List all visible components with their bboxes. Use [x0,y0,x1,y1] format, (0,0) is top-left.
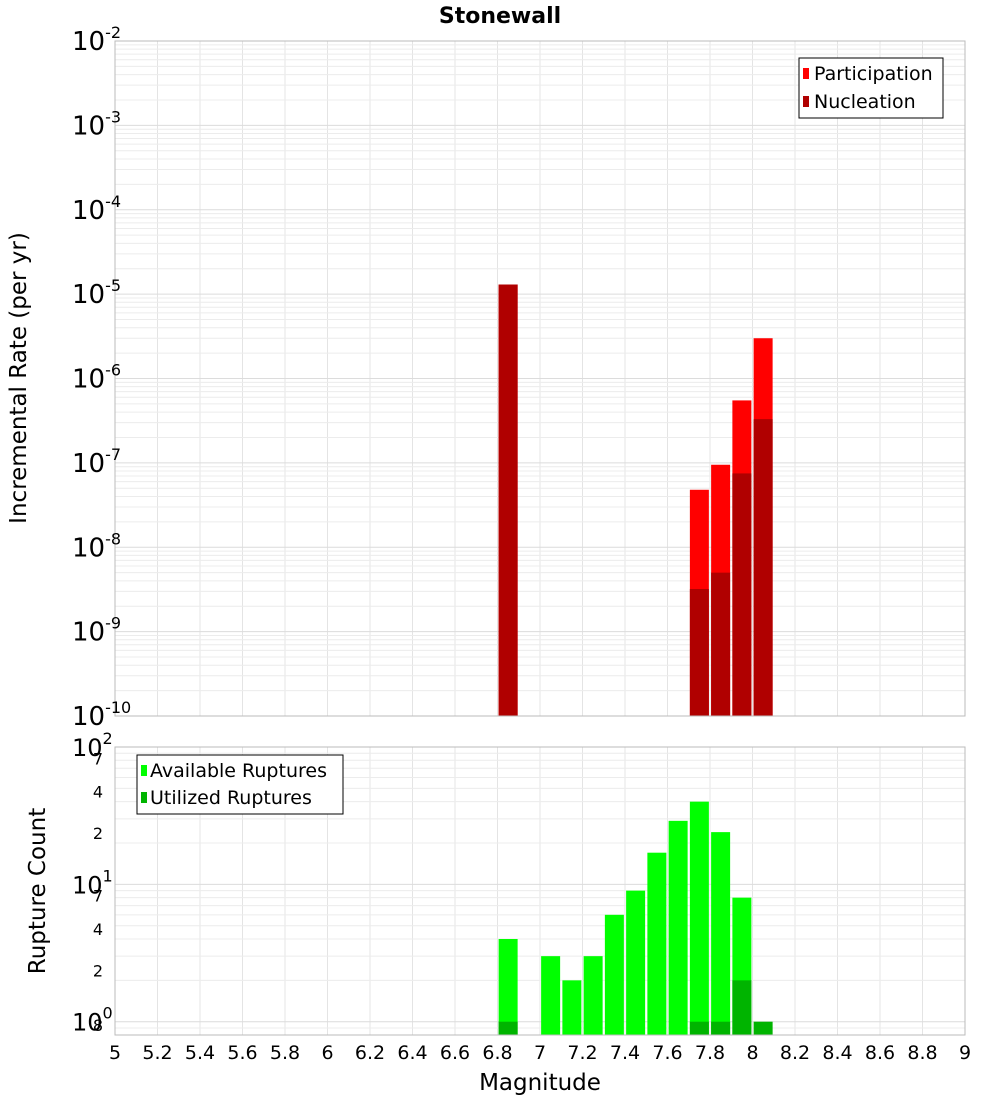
bottom-y-axis-label: Rupture Count [25,808,51,974]
x-tick-label: 7 [534,1042,546,1064]
x-tick-label: 8.6 [865,1042,895,1064]
bar-utilized-ruptures [753,1021,773,1035]
top-plot-frame [114,40,966,717]
legend-label-utilized: Utilized Ruptures [150,787,312,809]
bar-available-ruptures [562,980,582,1035]
x-tick-label: 8.4 [822,1042,852,1064]
bar-available-ruptures [668,820,688,1035]
x-tick-labels: 5 5.2 5.4 5.6 5.8 6 6.2 6.4 6.6 6.8 7 7.2 7.4 7.6 7.8 8… [109,1042,971,1064]
x-tick-label: 9 [959,1042,971,1064]
top-y-tick-labels: 10-2 10-3 10-4 10-5 10-6 10-7 10-8 10-9 10-10 [72,23,131,732]
bottom-y-tick-label: 7 [93,887,103,906]
top-bars [498,284,773,716]
bar-utilized-ruptures [711,1021,731,1035]
bottom-y-tick-label: 8 [93,1016,103,1035]
bar-utilized-ruptures [689,1021,709,1035]
x-tick-label: 5.8 [270,1042,300,1064]
bar-nucleation [732,473,752,716]
top-y-tick-label: 10-4 [72,192,121,226]
bar-available-ruptures [647,852,667,1035]
x-tick-label: 7.4 [610,1042,640,1064]
legend-label-available: Available Ruptures [150,760,327,782]
bottom-y-tick-label: 4 [93,783,103,802]
legend-label-participation: Participation [814,63,933,85]
bar-available-ruptures [604,914,624,1035]
top-y-tick-label: 10-2 [72,23,121,57]
bar-available-ruptures [583,956,603,1035]
top-panel: 10-2 10-3 10-4 10-5 10-6 10-7 10-8 10-9 10-10 In… [6,23,966,732]
bottom-plot-frame [114,746,966,1036]
legend-swatch-participation [803,68,809,79]
x-tick-label: 8 [746,1042,758,1064]
legend-label-nucleation: Nucleation [814,91,916,113]
top-y-axis-label: Incremental Rate (per yr) [6,232,32,524]
top-legend-box [798,57,944,119]
x-tick-label: 5.2 [142,1042,172,1064]
x-tick-label: 5.4 [185,1042,215,1064]
x-axis-label: Magnitude [479,1070,601,1096]
top-y-tick-label: 10-5 [72,276,121,310]
x-tick-label: 8.8 [907,1042,937,1064]
x-tick-label: 8.2 [780,1042,810,1064]
legend-swatch-nucleation [803,96,809,107]
top-y-tick-label: 10-9 [72,614,121,648]
x-tick-label: 7.2 [567,1042,597,1064]
bar-utilized-ruptures [498,1021,518,1035]
top-gridlines [114,40,966,717]
top-y-tick-label: 10-7 [72,445,121,479]
bar-utilized-ruptures [732,980,752,1035]
bottom-y-tick-label: 101 [72,866,113,899]
x-tick-label: 7.6 [652,1042,682,1064]
bar-available-ruptures [498,939,518,1035]
top-legend: Participation Nucleation [798,57,944,119]
bar-available-ruptures [689,801,709,1035]
bottom-gridlines [114,746,966,1036]
bottom-y-tick-label: 100 [72,1004,113,1037]
top-y-tick-label: 10-3 [72,107,121,141]
legend-swatch-utilized [141,792,147,803]
bar-nucleation [689,589,709,716]
x-tick-label: 6.2 [355,1042,385,1064]
bottom-y-tick-label: 4 [93,920,103,939]
bottom-bars [498,801,773,1035]
bar-nucleation [711,572,731,716]
bottom-y-tick-label: 2 [93,961,103,980]
x-tick-label: 5 [109,1042,121,1064]
bottom-legend-box [136,754,344,815]
x-tick-label: 6.8 [482,1042,512,1064]
top-y-tick-label: 10-10 [72,698,131,732]
bar-available-ruptures [711,832,731,1035]
bottom-y-tick-label: 2 [93,824,103,843]
top-y-tick-label: 10-6 [72,361,121,395]
top-y-tick-label: 10-8 [72,529,121,563]
bar-nucleation [753,419,773,716]
legend-swatch-available [141,765,147,776]
bottom-y-tick-label: 7 [93,749,103,768]
x-tick-label: 5.6 [227,1042,257,1064]
bottom-y-tick-label: 102 [72,729,113,762]
x-tick-label: 7.8 [695,1042,725,1064]
chart-title: Stonewall [439,4,561,29]
x-tick-label: 6.6 [440,1042,470,1064]
bar-nucleation [498,284,518,716]
x-tick-label: 6 [321,1042,333,1064]
x-tick-label: 6.4 [397,1042,427,1064]
bar-available-ruptures [626,890,646,1035]
bar-available-ruptures [541,956,561,1035]
bottom-legend: Available Ruptures Utilized Ruptures [136,754,344,815]
